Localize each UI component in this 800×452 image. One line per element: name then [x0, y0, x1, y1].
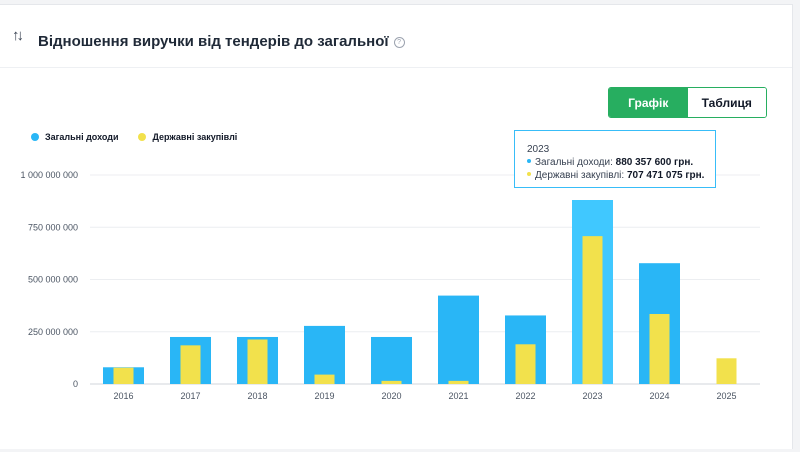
chart-legend: Загальні доходи Державні закупівлі: [31, 132, 237, 142]
y-tick-label: 1 000 000 000: [20, 170, 78, 180]
bar-gov-2023: [582, 236, 603, 384]
tooltip-total-label: Загальні доходи:: [535, 157, 613, 168]
chart-view-button[interactable]: Графік: [609, 88, 688, 117]
tooltip-dot-total: [527, 159, 531, 163]
bar-total-2020: [371, 336, 412, 384]
x-tick-label: 2019: [314, 391, 334, 401]
y-tick-label: 250 000 000: [28, 327, 78, 337]
x-tick-label: 2025: [716, 391, 736, 401]
help-icon[interactable]: ?: [393, 37, 405, 48]
legend-item-gov[interactable]: Державні закупівлі: [138, 132, 237, 142]
table-view-button[interactable]: Таблиця: [687, 88, 766, 117]
chart-tooltip: 2023 Загальні доходи: 880 357 600 грн. Д…: [514, 130, 716, 188]
tooltip-gov-value: 707 471 075 грн.: [626, 170, 705, 181]
legend-dot-total: [31, 133, 39, 141]
x-tick-label: 2016: [113, 391, 133, 401]
y-tick-label: 750 000 000: [28, 222, 78, 232]
bar-gov-2025: [716, 358, 737, 384]
bar-gov-2018: [247, 339, 268, 384]
tooltip-gov-row: Державні закупівлі: 707 471 075 грн.: [527, 169, 705, 182]
bar-total-2021: [438, 295, 479, 384]
legend-label-total: Загальні доходи: [45, 132, 119, 142]
tooltip-dot-gov: [527, 172, 531, 176]
y-tick-label: 0: [73, 379, 78, 389]
legend-item-total[interactable]: Загальні доходи: [31, 132, 118, 142]
bar-total-2019: [304, 325, 345, 384]
x-tick-label: 2021: [448, 391, 468, 401]
page-title: Відношення виручки від тендерів до загал…: [38, 33, 405, 50]
tooltip-total-row: Загальні доходи: 880 357 600 грн.: [527, 156, 703, 169]
bar-gov-2016: [113, 367, 134, 384]
y-tick-label: 500 000 000: [28, 275, 78, 285]
x-tick-label: 2023: [582, 391, 602, 401]
tooltip-total-value: 880 357 600 грн.: [615, 157, 694, 168]
bar-gov-2021: [448, 380, 469, 384]
bar-gov-2017: [180, 345, 201, 384]
tooltip-gov-label: Державні закупівлі:: [535, 170, 625, 181]
card-header: ↑↓ Відношення виручки від тендерів до за…: [0, 5, 792, 68]
x-tick-label: 2024: [649, 391, 669, 401]
title-text: Відношення виручки від тендерів до загал…: [38, 33, 389, 50]
x-tick-label: 2020: [381, 391, 401, 401]
tooltip-year: 2023: [527, 144, 550, 155]
legend-dot-gov: [138, 133, 147, 141]
bar-gov-2020: [381, 380, 402, 384]
x-tick-label: 2022: [515, 391, 535, 401]
bar-gov-2022: [515, 344, 536, 384]
x-tick-label: 2017: [180, 391, 200, 401]
x-tick-label: 2018: [247, 391, 267, 401]
bar-gov-2019: [314, 374, 335, 384]
view-toggle: Графік Таблиця: [608, 87, 767, 118]
bar-gov-2024: [649, 313, 670, 384]
legend-label-gov: Державні закупівлі: [152, 132, 238, 142]
